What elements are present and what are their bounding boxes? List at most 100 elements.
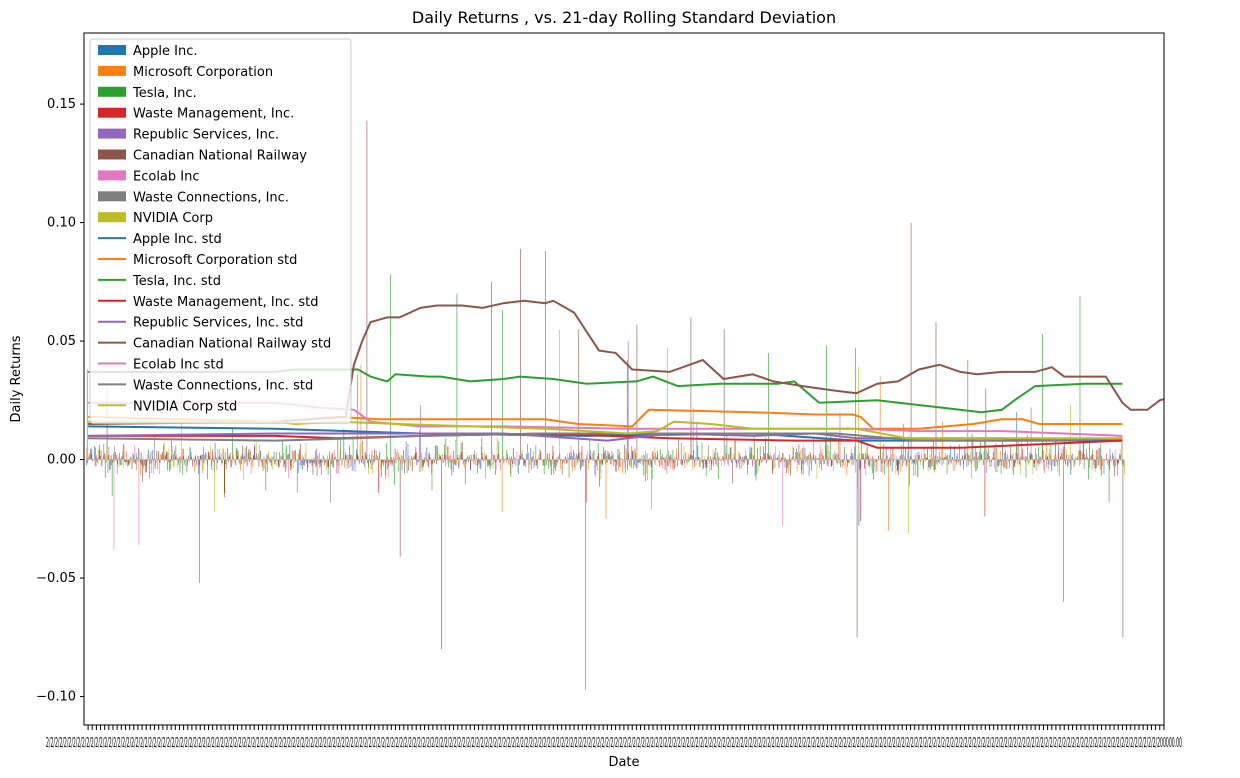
bar	[339, 450, 341, 460]
bar	[932, 459, 933, 467]
bar	[498, 441, 499, 460]
bar	[331, 459, 332, 465]
bar	[115, 451, 116, 460]
bar	[548, 459, 550, 461]
bar	[537, 459, 538, 463]
bar	[418, 459, 419, 463]
bar	[505, 458, 506, 460]
bar	[783, 453, 784, 460]
bar	[741, 459, 743, 463]
bar	[822, 454, 824, 460]
bar	[315, 459, 317, 467]
bar	[938, 459, 940, 464]
bar	[947, 455, 948, 460]
bar	[219, 449, 220, 460]
bar	[687, 459, 688, 461]
bar	[217, 448, 219, 460]
bar	[566, 459, 568, 463]
bar	[1109, 459, 1110, 470]
bar	[725, 453, 727, 460]
bar	[542, 459, 544, 466]
bar	[440, 457, 442, 460]
bar	[823, 456, 824, 460]
bar	[549, 453, 550, 460]
bar	[88, 457, 89, 460]
bar	[511, 459, 513, 462]
bar	[1066, 454, 1067, 460]
bar	[718, 459, 719, 480]
bar	[1054, 459, 1056, 467]
bar	[902, 454, 903, 460]
bar	[471, 459, 473, 462]
bar	[471, 454, 472, 460]
bar	[790, 459, 791, 476]
bar	[701, 442, 703, 460]
bar	[368, 459, 369, 475]
bar	[553, 451, 554, 460]
bar	[790, 459, 792, 467]
bar	[1010, 455, 1012, 460]
bar	[91, 454, 92, 460]
bar	[1005, 456, 1007, 460]
bar	[905, 459, 907, 465]
bar	[337, 459, 338, 466]
bar	[444, 444, 445, 460]
bar	[908, 459, 910, 463]
bar	[654, 447, 656, 460]
bar	[1092, 449, 1093, 460]
bar	[650, 459, 651, 465]
bar	[573, 453, 575, 460]
bar	[1031, 457, 1033, 460]
bar	[467, 457, 469, 460]
bar	[880, 459, 882, 472]
bar	[1062, 448, 1064, 460]
bar	[402, 459, 403, 464]
bar	[827, 459, 828, 464]
bar	[902, 459, 904, 467]
bar	[828, 457, 830, 460]
bar	[843, 459, 844, 461]
bar	[715, 448, 717, 460]
bar	[152, 459, 154, 474]
bar	[518, 458, 520, 460]
bar	[962, 455, 963, 460]
bar	[331, 454, 333, 460]
bar	[986, 449, 987, 460]
bar	[1100, 459, 1102, 476]
bar	[280, 456, 282, 460]
bar	[1050, 443, 1052, 460]
bar	[578, 329, 580, 460]
bar	[1025, 459, 1027, 478]
bar	[455, 439, 456, 460]
bar	[660, 449, 661, 460]
bar	[1034, 459, 1035, 468]
bar	[564, 458, 566, 460]
bar	[829, 451, 830, 460]
bar	[834, 456, 835, 460]
bar	[511, 456, 512, 460]
legend-label: NVIDIA Corp std	[133, 399, 237, 414]
bar	[705, 459, 707, 477]
bar	[1052, 459, 1053, 461]
bar	[1064, 459, 1066, 464]
bar	[649, 459, 651, 467]
bar	[930, 459, 932, 464]
bar	[500, 459, 502, 462]
bar	[1042, 450, 1044, 460]
bar	[844, 459, 846, 470]
bar	[236, 447, 238, 460]
bar	[209, 455, 211, 460]
bar	[642, 459, 643, 461]
bar	[1116, 458, 1117, 460]
bar	[909, 457, 911, 460]
bar	[874, 458, 875, 460]
bar	[302, 457, 304, 460]
bar	[116, 455, 118, 460]
bar	[556, 459, 558, 463]
bar	[1097, 457, 1098, 460]
bar	[374, 459, 376, 463]
bar	[528, 459, 530, 473]
y-tick-label: −0.10	[36, 690, 76, 705]
bar	[584, 459, 585, 461]
bar	[146, 454, 148, 460]
